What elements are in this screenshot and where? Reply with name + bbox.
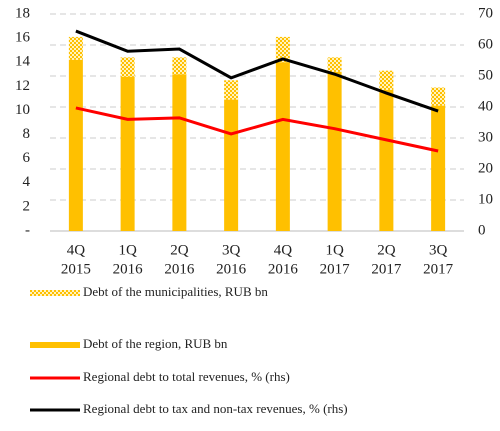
x-tick-label: 2016	[216, 261, 247, 277]
y2-tick-label: 10	[478, 191, 493, 207]
y2-tick-label: 50	[478, 67, 493, 83]
bar	[68, 36, 83, 60]
x-tick-label: 2017	[423, 261, 454, 277]
bar	[327, 57, 342, 72]
bar	[275, 62, 290, 231]
bar	[224, 99, 239, 231]
bar	[172, 74, 187, 232]
y-tick-label: 18	[15, 5, 30, 21]
legend-swatch	[30, 290, 80, 296]
legend-label: Debt of the municipalities, RUB bn	[83, 284, 268, 299]
bar	[120, 57, 135, 77]
y-tick-label: 6	[23, 150, 31, 166]
x-tick-label: 2Q	[170, 242, 189, 258]
x-tick-label: 2015	[61, 261, 91, 277]
legend-label: Regional debt to total revenues, % (rhs)	[83, 369, 290, 384]
y2-tick-label: 0	[478, 222, 486, 238]
line	[75, 106, 439, 153]
y-tick-label: 12	[15, 78, 30, 94]
y-tick-label: 16	[15, 30, 31, 46]
bar	[275, 36, 290, 63]
x-tick-label: 2016	[164, 261, 195, 277]
y-tick-label: 14	[15, 54, 31, 70]
bar	[431, 105, 446, 231]
x-tick-label: 2016	[113, 261, 144, 277]
x-tick-label: 4Q	[274, 242, 293, 258]
y-tick-label: 10	[15, 102, 30, 118]
x-tick-label: 2016	[268, 261, 299, 277]
x-tick-label: 3Q	[222, 242, 241, 258]
bar	[379, 70, 394, 90]
x-tick-label: 3Q	[429, 242, 448, 258]
y-tick-label: -	[25, 222, 30, 238]
y2-tick-label: 70	[478, 5, 493, 21]
x-tick-label: 2017	[371, 261, 402, 277]
y-tick-label: 4	[23, 174, 31, 190]
bar	[172, 57, 187, 75]
y-tick-label: 2	[23, 198, 31, 214]
x-tick-label: 2Q	[377, 242, 396, 258]
x-tick-label: 1Q	[118, 242, 137, 258]
legend-label: Regional debt to tax and non-tax revenue…	[83, 401, 348, 416]
legend-swatch	[30, 342, 80, 348]
bar	[327, 71, 342, 231]
bar	[224, 80, 239, 100]
y2-tick-label: 40	[478, 98, 493, 114]
y-tick-label: 8	[23, 126, 31, 142]
x-tick-label: 2017	[320, 261, 351, 277]
bar	[431, 87, 446, 106]
y2-tick-label: 60	[478, 36, 493, 52]
bar	[379, 89, 394, 231]
bar	[68, 59, 83, 231]
legend-label: Debt of the region, RUB bn	[83, 336, 228, 351]
y2-tick-label: 30	[478, 129, 493, 145]
line	[75, 29, 439, 113]
x-tick-label: 4Q	[67, 242, 86, 258]
y2-tick-label: 20	[478, 160, 493, 176]
x-tick-label: 1Q	[325, 242, 344, 258]
bar	[120, 76, 135, 231]
